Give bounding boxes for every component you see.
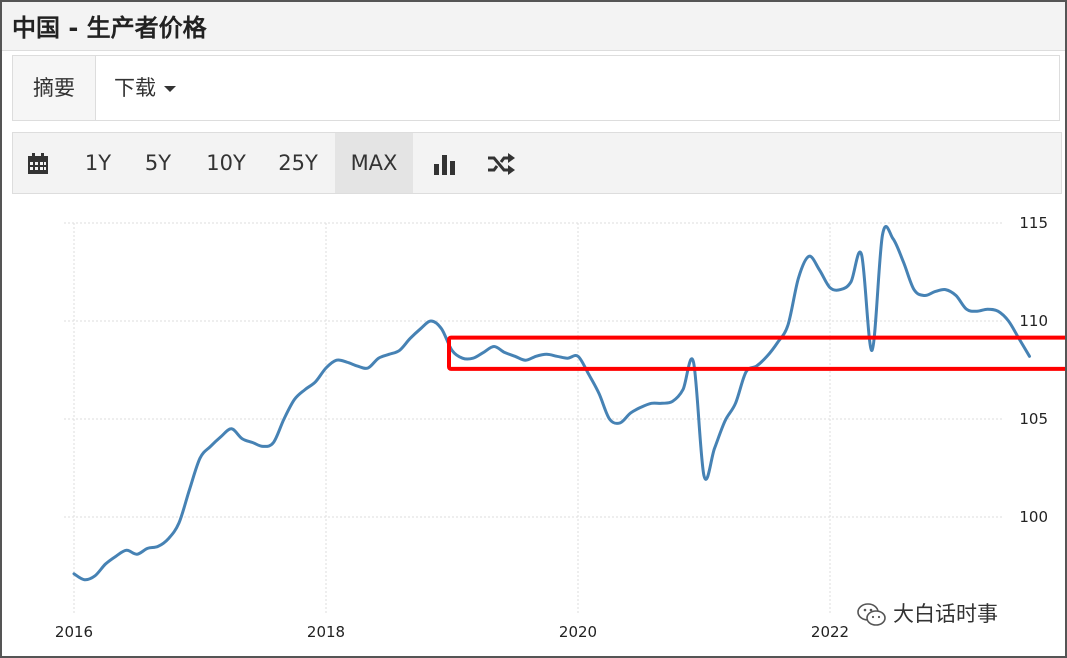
wechat-icon xyxy=(857,603,886,626)
title-bar: 中国 - 生产者价格 xyxy=(2,2,1065,51)
bar-chart-icon xyxy=(434,155,455,175)
series-line xyxy=(72,225,1031,582)
calendar-button[interactable] xyxy=(13,133,63,193)
tab-bar: 摘要 下载 xyxy=(12,55,1060,121)
tab-download[interactable]: 下载 xyxy=(94,56,196,120)
page-title: 中国 - 生产者价格 xyxy=(12,14,207,42)
range-toolbar: 1Y 5Y 10Y 25Y MAX xyxy=(12,132,1062,194)
y-tick-label: 115 xyxy=(1019,214,1048,232)
watermark-text: 大白话时事 xyxy=(893,602,998,626)
x-tick-label: 2020 xyxy=(559,623,597,641)
shuffle-icon xyxy=(488,153,515,175)
x-tick-label: 2016 xyxy=(55,623,93,641)
range-25y-button[interactable]: 25Y xyxy=(278,151,318,175)
compare-button[interactable] xyxy=(479,133,523,193)
range-10y-button[interactable]: 10Y xyxy=(206,151,246,175)
range-max-button[interactable]: MAX xyxy=(335,133,413,193)
calendar-icon xyxy=(28,153,48,174)
x-tick-label: 2018 xyxy=(307,623,345,641)
highlight-annotation xyxy=(447,335,1065,371)
watermark: 大白话时事 xyxy=(857,599,998,629)
y-tick-label: 105 xyxy=(1019,410,1048,428)
tab-summary[interactable]: 摘要 xyxy=(12,56,96,120)
caret-down-icon xyxy=(164,86,176,92)
y-tick-label: 110 xyxy=(1019,312,1048,330)
tab-download-label: 下载 xyxy=(114,76,156,100)
range-1y-button[interactable]: 1Y xyxy=(84,151,112,175)
y-tick-label: 100 xyxy=(1019,508,1048,526)
chart-area: 100 105 110 115 2016 2018 2020 2022 xyxy=(2,197,1065,656)
chart-type-button[interactable] xyxy=(423,133,467,193)
range-5y-button[interactable]: 5Y xyxy=(144,151,172,175)
x-tick-label: 2022 xyxy=(811,623,849,641)
line-chart: 100 105 110 115 2016 2018 2020 2022 xyxy=(55,214,1065,641)
